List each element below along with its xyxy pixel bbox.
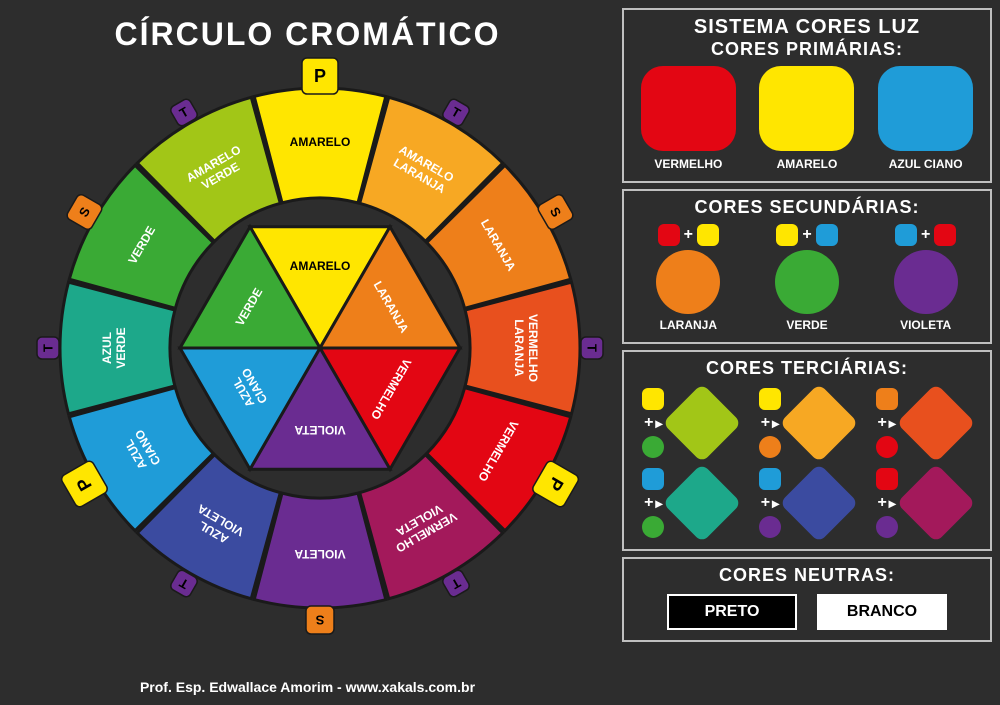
secondary-swatch: +LARANJA [656,224,720,332]
primarias-title: CORES PRIMÁRIAS: [632,39,982,60]
swatch-label: VERMELHO [654,157,722,171]
color-wheel: AMARELOPAMARELOLARANJATLARANJASVERMELHOL… [40,68,600,628]
svg-text:VIOLETA: VIOLETA [294,423,345,437]
neutras-title: CORES NEUTRAS: [632,565,982,586]
tertiary-swatch: +▸ [642,467,738,539]
tertiary-swatch: +▸ [876,387,972,459]
svg-text:VERMELHO: VERMELHO [526,314,540,382]
main-panel: CÍRCULO CROMÁTICO AMARELO P AMARELO LARANJA… [0,0,615,705]
svg-text:VIOLETA: VIOLETA [294,547,345,561]
svg-text:T: T [40,344,55,352]
swatch [878,66,973,151]
luz-title: SISTEMA CORES LUZ [632,16,982,39]
tertiary-swatch: +▸ [759,467,855,539]
panel-primarias: SISTEMA CORES LUZ CORES PRIMÁRIAS: VERME… [622,8,992,183]
svg-text:AMARELO: AMARELO [290,259,351,273]
secundarias-title: CORES SECUNDÁRIAS: [632,197,982,218]
side-panels: SISTEMA CORES LUZ CORES PRIMÁRIAS: VERME… [622,8,992,642]
panel-secundarias: CORES SECUNDÁRIAS: +LARANJA +VERDE +VIOLET… [622,189,992,344]
swatch [641,66,736,151]
terciarias-title: CORES TERCIÁRIAS: [632,358,982,379]
neutral-swatch: BRANCO [817,594,947,630]
swatch-label: AMARELO [777,157,838,171]
primary-swatch: AMARELO [759,66,854,171]
panel-neutras: CORES NEUTRAS: PRETO BRANCO [622,557,992,642]
svg-text:VERDE: VERDE [114,327,128,368]
tertiary-swatch: +▸ [642,387,738,459]
primary-swatch: AZUL CIANO [878,66,973,171]
swatch-label: AZUL CIANO [889,157,963,171]
primary-swatch: VERMELHO [641,66,736,171]
secondary-swatch: +VERDE [775,224,839,332]
tertiary-swatch: +▸ [876,467,972,539]
page-title: CÍRCULO CROMÁTICO [0,16,615,53]
neutral-swatch: PRETO [667,594,797,630]
svg-text:AZUL: AZUL [100,332,114,364]
secondary-swatch: +VIOLETA [894,224,958,332]
svg-text:AMARELO: AMARELO [290,135,351,149]
svg-text:T: T [585,344,600,352]
footer-credit: Prof. Esp. Edwallace Amorim - www.xakals… [0,679,615,695]
swatch [759,66,854,151]
svg-text:S: S [315,613,324,628]
tertiary-swatch: +▸ [759,387,855,459]
svg-text:P: P [314,66,326,86]
svg-text:LARANJA: LARANJA [512,319,526,377]
panel-terciarias: CORES TERCIÁRIAS: +▸ +▸ +▸ +▸ +▸ +▸ [622,350,992,551]
